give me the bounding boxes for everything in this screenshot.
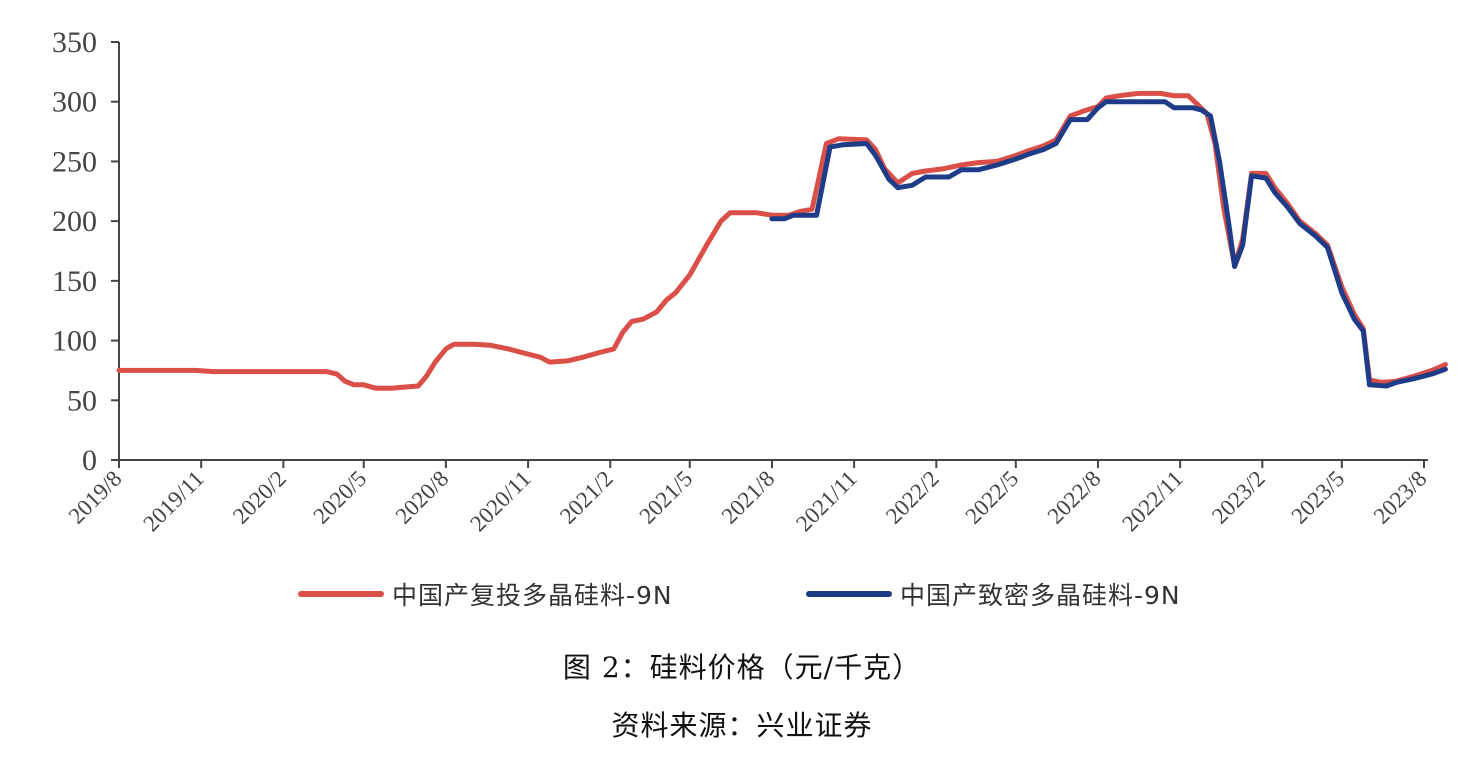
x-tick-label: 2020/2 bbox=[228, 466, 291, 529]
y-tick-label: 250 bbox=[52, 145, 97, 178]
y-tick-label: 350 bbox=[52, 26, 97, 59]
legend-label-series-2: 中国产致密多晶硅料-9N bbox=[900, 581, 1181, 610]
x-tick-label: 2020/5 bbox=[308, 466, 371, 529]
legend-item-series-1: 中国产复投多晶硅料-9N bbox=[298, 574, 673, 614]
legend-swatch-series-1 bbox=[298, 591, 384, 597]
axes bbox=[118, 42, 1428, 461]
y-axis: 0 50 100 150 200 250 300 350 bbox=[52, 26, 119, 477]
y-tick-label: 200 bbox=[52, 205, 97, 238]
series-line-1 bbox=[116, 90, 1448, 391]
y-tick-label: 0 bbox=[82, 444, 97, 477]
y-tick-label: 100 bbox=[52, 325, 97, 358]
x-tick-label: 2022/5 bbox=[960, 466, 1023, 529]
x-tick-label: 2020/11 bbox=[465, 466, 535, 536]
x-tick-label: 2022/11 bbox=[1117, 466, 1187, 536]
x-tick-label: 2021/11 bbox=[791, 466, 861, 536]
legend-item-series-2: 中国产致密多晶硅料-9N bbox=[806, 574, 1181, 614]
x-tick-label: 2023/5 bbox=[1287, 466, 1350, 529]
x-tick-label: 2021/5 bbox=[634, 466, 697, 529]
x-axis: 2019/8 2019/11 2020/2 2020/5 2020/8 2020/11 20… bbox=[64, 460, 1432, 536]
x-tick-label: 2020/8 bbox=[391, 466, 454, 529]
x-tick-label: 2022/2 bbox=[881, 466, 944, 529]
series-line-2 bbox=[769, 99, 1448, 389]
legend-label-series-1: 中国产复投多晶硅料-9N bbox=[392, 581, 673, 610]
legend-swatch-series-2 bbox=[806, 591, 892, 597]
x-tick-label: 2022/8 bbox=[1043, 466, 1106, 529]
y-tick-label: 150 bbox=[52, 265, 97, 298]
x-tick-label: 2023/2 bbox=[1207, 466, 1270, 529]
y-tick-label: 50 bbox=[67, 384, 97, 417]
series-lines bbox=[116, 90, 1448, 391]
y-tick-label: 300 bbox=[52, 86, 97, 119]
x-tick-label: 2023/8 bbox=[1369, 466, 1432, 529]
legend: 中国产复投多晶硅料-9N 中国产致密多晶硅料-9N bbox=[0, 574, 1484, 614]
x-tick-label: 2021/2 bbox=[555, 466, 618, 529]
x-tick-label: 2019/11 bbox=[138, 466, 208, 536]
chart-source: 资料来源：兴业证券 bbox=[611, 709, 873, 742]
chart-title: 图 2：硅料价格（元/千克） bbox=[562, 651, 922, 684]
x-tick-label: 2021/8 bbox=[717, 466, 780, 529]
